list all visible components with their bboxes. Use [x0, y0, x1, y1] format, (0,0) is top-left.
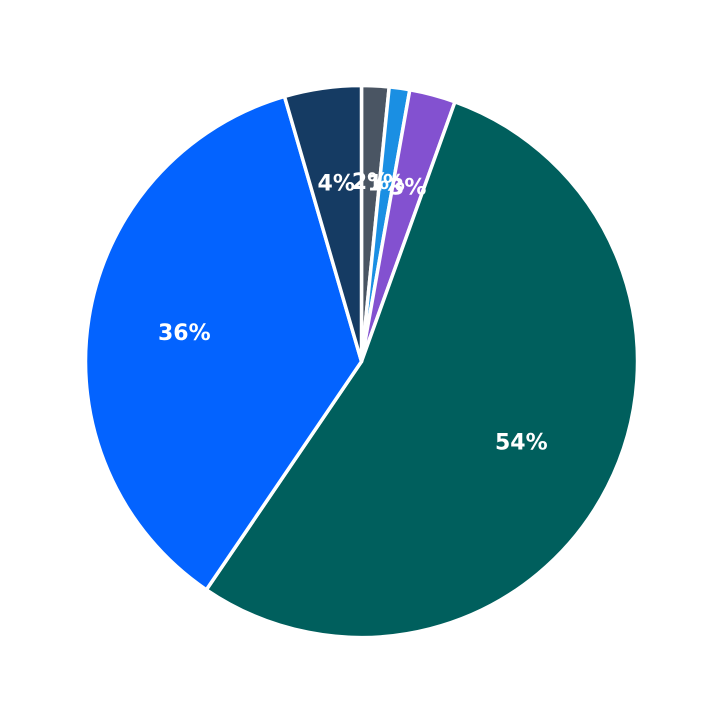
pie-slices: [83, 83, 640, 640]
pie-slice-4: [83, 94, 364, 592]
pie-slice-label-0: 2%: [352, 170, 389, 195]
pie-slice-label-1: 1%: [368, 171, 405, 196]
pie-slice-label-2: 3%: [389, 176, 426, 201]
pie-labels: 2%1%3% 54% 36% 4%: [158, 170, 548, 456]
pie-slice-5: [282, 83, 364, 364]
pie-slice-3: [204, 100, 640, 640]
pie-slice-label-5: 4%: [318, 171, 355, 196]
pie-slice-label-4: 36%: [158, 321, 211, 346]
pie-slice-label-3: 54%: [495, 430, 548, 455]
